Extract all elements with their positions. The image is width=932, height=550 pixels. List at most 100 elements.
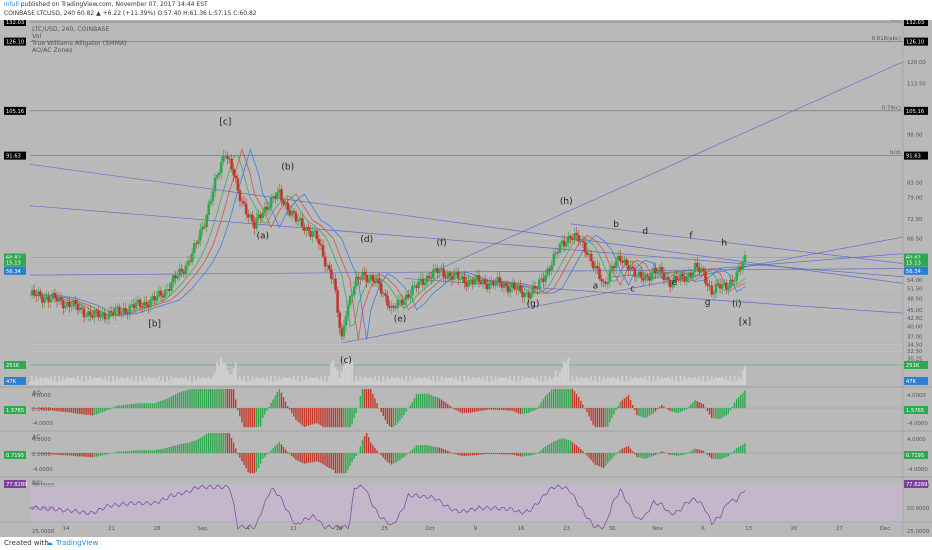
volume-bar xyxy=(355,376,357,385)
oscillator-bar xyxy=(206,389,207,408)
oscillator-bar xyxy=(264,453,265,457)
volume-axis-label: 251K xyxy=(906,363,920,369)
oscillator-bar xyxy=(592,408,593,425)
oscillator-bar xyxy=(353,453,354,459)
volume-bar xyxy=(314,378,316,385)
oscillator-bar xyxy=(187,390,188,408)
wave-label: e xyxy=(672,278,678,288)
candle-body xyxy=(704,271,707,283)
oscillator-bar xyxy=(266,408,267,411)
volume-bar xyxy=(158,376,160,385)
volume-bar xyxy=(123,378,125,385)
volume-bar xyxy=(466,381,468,385)
oscillator-bar xyxy=(482,408,483,410)
candle-body xyxy=(602,281,605,282)
oscillator-bar xyxy=(732,407,733,409)
oscillator-bar xyxy=(599,408,600,427)
volume-bar xyxy=(64,379,66,385)
volume-bar xyxy=(613,377,615,385)
oscillator-bar xyxy=(239,453,240,458)
oscillator-bar xyxy=(536,408,537,409)
volume-bar xyxy=(164,382,166,385)
oscillator-bar xyxy=(154,450,155,453)
volume-bar xyxy=(251,376,253,385)
oscillator-bar xyxy=(133,451,134,454)
oscillator-bar xyxy=(638,408,639,416)
candle-body xyxy=(74,300,77,304)
oscillator-bar xyxy=(335,408,336,427)
candle-body xyxy=(149,299,152,307)
volume-bar xyxy=(71,378,73,385)
oscillator-bar xyxy=(565,389,566,408)
candle-body xyxy=(484,279,487,284)
oscillator-bar xyxy=(225,433,226,453)
oscillator-bar xyxy=(680,453,681,455)
volume-bar xyxy=(744,366,746,385)
chart-canvas[interactable]: 1(c)0.618(abc)0.79(c)b(d) [c](b)(a)(d)(f… xyxy=(0,20,932,537)
volume-bar xyxy=(524,379,526,385)
oscillator-bar xyxy=(179,392,180,408)
oscillator-bar xyxy=(455,408,456,410)
oscillator-bar xyxy=(279,389,280,408)
volume-bar xyxy=(91,379,93,385)
oscillator-bar xyxy=(60,408,61,412)
oscillator-bar xyxy=(125,405,126,409)
volume-bar xyxy=(399,379,401,385)
oscillator-bar xyxy=(736,399,737,408)
oscillator-bar xyxy=(368,389,369,408)
oscillator-bar xyxy=(603,408,604,427)
oscillator-bar xyxy=(509,453,510,455)
volume-bar xyxy=(646,381,648,385)
rsi-band xyxy=(30,485,903,523)
candle-body xyxy=(661,267,664,273)
oscillator-bar xyxy=(299,408,300,424)
oscillator-bar xyxy=(306,408,307,426)
oscillator-bar xyxy=(420,394,421,408)
volume-bar xyxy=(299,382,301,385)
oscillator-bar xyxy=(582,405,583,409)
candle-body xyxy=(345,316,348,325)
oscillator-bar xyxy=(742,393,743,408)
oscillator-bar xyxy=(630,449,631,454)
volume-bar xyxy=(39,377,41,385)
oscillator-bar xyxy=(274,396,275,409)
price-axis-box-label: 132.03 xyxy=(906,20,924,26)
volume-bar xyxy=(713,379,715,385)
left-price-label: 91.63 xyxy=(6,154,21,160)
volume-bar xyxy=(224,363,226,385)
oscillator-bar xyxy=(586,453,587,455)
oscillator-bar xyxy=(77,408,78,414)
volume-bar xyxy=(642,379,644,385)
oscillator-bar xyxy=(707,408,708,411)
publisher-username[interactable]: Infull xyxy=(4,1,19,8)
oscillator-bar xyxy=(304,408,305,427)
oscillator-bar xyxy=(622,449,623,453)
oscillator-bar xyxy=(403,408,404,415)
volume-bar xyxy=(168,381,170,385)
volume-bar xyxy=(428,376,430,385)
oscillator-bar xyxy=(108,453,109,454)
oscillator-bar xyxy=(520,453,521,457)
oscillator-bar xyxy=(632,405,633,408)
oscillator-bar xyxy=(299,453,300,462)
oscillator-bar xyxy=(578,397,579,408)
symbol-quote: COINBASE:LTCUSD, 240 60.82 ▲ +6.22 (+11.… xyxy=(4,10,257,17)
oscillator-bar xyxy=(345,453,346,473)
volume-bar xyxy=(258,378,260,385)
oscillator-bar xyxy=(705,408,706,409)
candle-body xyxy=(311,232,314,237)
volume-bar xyxy=(120,377,122,385)
volume-bar xyxy=(401,376,403,385)
oscillator-bar xyxy=(117,406,118,409)
oscillator-bar xyxy=(395,408,396,425)
tradingview-brand[interactable]: TradingView xyxy=(56,539,98,547)
oscillator-bar xyxy=(164,448,165,453)
ao-pane: AO4.00004.00000.00000.0000-4.0000-4.0000… xyxy=(0,387,932,427)
volume-bar xyxy=(422,378,424,385)
volume-bar xyxy=(160,381,162,385)
tradingview-logo-icon[interactable]: ☁ xyxy=(46,539,53,547)
oscillator-bar xyxy=(326,453,327,467)
oscillator-bar xyxy=(401,453,402,459)
volume-bar xyxy=(696,379,698,385)
volume-bar xyxy=(648,376,650,385)
